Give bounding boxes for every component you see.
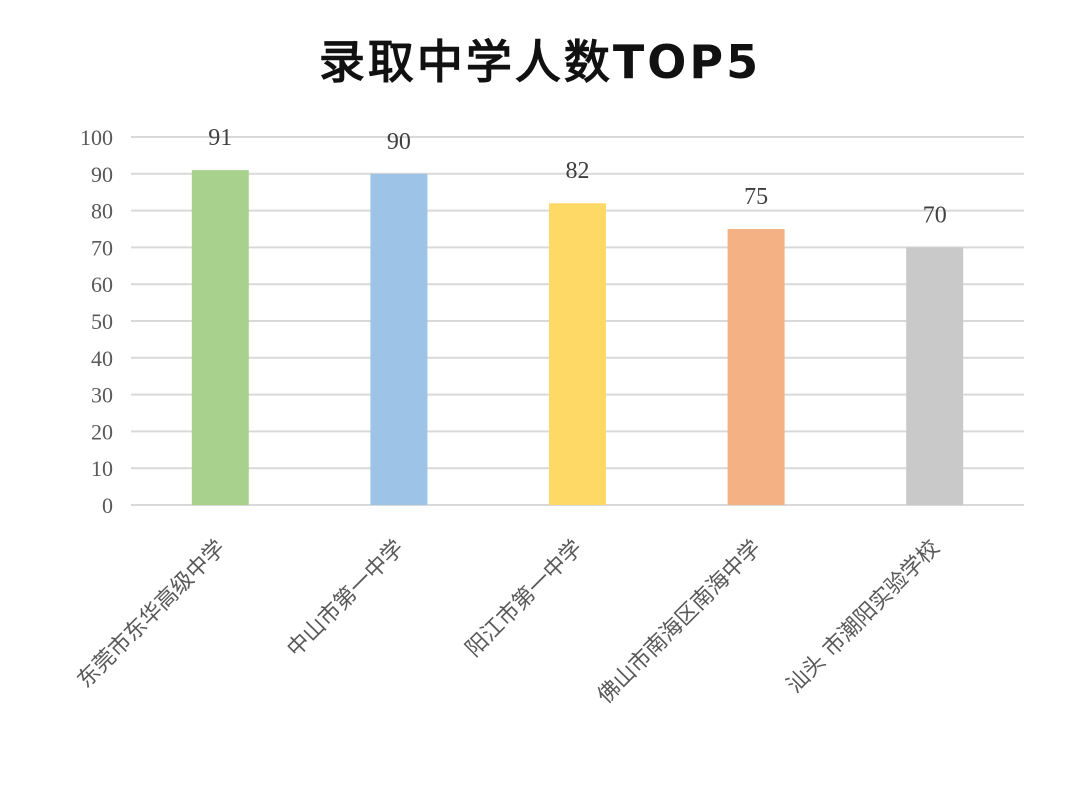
bar [727,229,785,505]
y-tick-label: 100 [80,125,113,150]
category-label: 中山市第一中学 [283,536,410,663]
y-axis-ticks: 0 10 20 30 40 50 60 70 80 90 100 [80,125,113,518]
y-tick-label: 0 [102,493,113,518]
category-label: 佛山市南海区南海中学 [593,536,766,709]
y-tick-label: 30 [91,383,113,408]
bar [549,203,606,506]
category-label: 阳江市第一中学 [461,536,588,663]
data-label: 70 [923,202,947,228]
y-tick-label: 40 [91,346,113,371]
data-labels: 91 90 82 75 70 [208,125,946,228]
x-axis-categories: 东莞市东华高级中学 中山市第一中学 阳江市第一中学 佛山市南海区南海中学 汕头 市潮阳实… [73,536,945,709]
data-label: 90 [387,129,411,155]
bar [191,170,249,505]
data-label: 91 [208,125,232,151]
y-tick-label: 10 [91,456,113,481]
category-label: 汕头 市潮阳实验学校 [782,536,945,699]
data-label: 82 [566,158,590,184]
bar [370,173,428,506]
y-tick-label: 50 [91,309,113,334]
chart-title: 录取中学人数TOP5 [318,35,762,89]
bar [906,247,964,505]
y-tick-label: 20 [91,419,113,444]
y-tick-label: 80 [91,199,113,224]
y-tick-label: 70 [91,235,113,260]
y-tick-label: 90 [91,162,113,187]
y-tick-label: 60 [91,272,113,297]
bars [191,170,964,506]
data-label: 75 [744,184,768,210]
category-label: 东莞市东华高级中学 [73,536,231,694]
